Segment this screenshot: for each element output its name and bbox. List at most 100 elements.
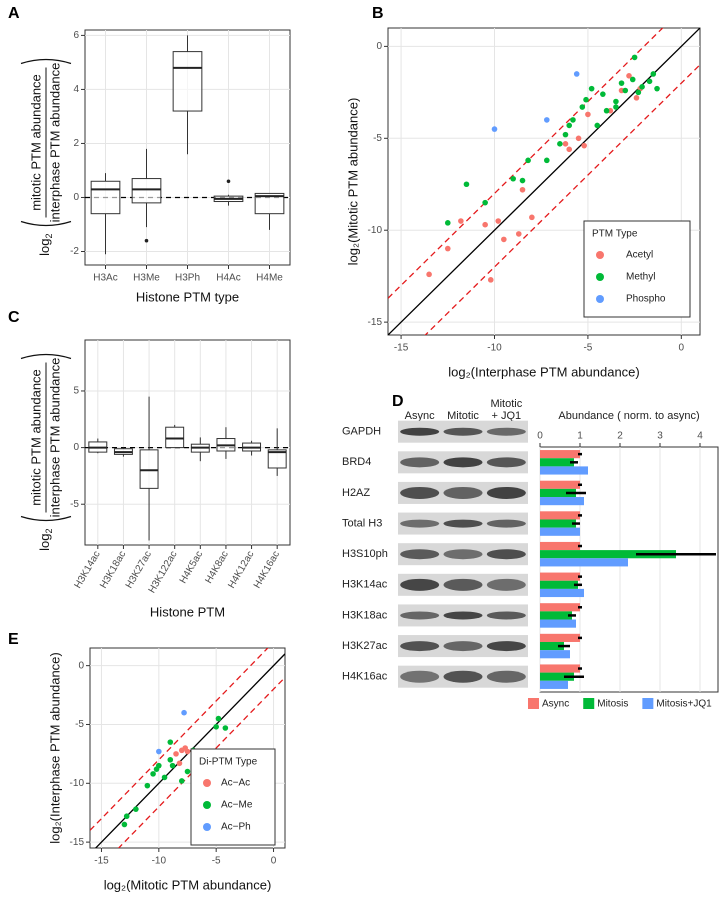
legend-swatch [596, 251, 604, 259]
blot-column-label: + JQ1 [492, 410, 522, 422]
point [156, 748, 162, 755]
point [562, 131, 569, 138]
x-tick-label: 3 [657, 431, 663, 442]
legend-label: Async [542, 699, 569, 710]
panel-label: D [392, 393, 404, 410]
blot-band [486, 641, 526, 652]
x-axis-title: Histone PTM [150, 604, 225, 619]
y-axis-title: log2 mitotic PTM abundance interphase PTM … [20, 353, 72, 551]
blot-row-label: H3S10ph [342, 548, 388, 560]
legend-swatch [528, 698, 539, 709]
bar [540, 466, 588, 475]
point [525, 157, 531, 164]
point [622, 87, 629, 94]
x-axis-title: Histone PTM type [136, 289, 239, 304]
point [579, 104, 586, 110]
point [583, 96, 589, 103]
point [633, 95, 640, 101]
point [639, 84, 645, 90]
box [165, 426, 185, 449]
blot-row-label: H3K18ac [342, 609, 388, 621]
reference-line [90, 648, 269, 831]
point [458, 218, 464, 224]
x-tick-label: -5 [583, 343, 592, 354]
point [585, 111, 591, 118]
log: log [37, 534, 52, 551]
bar [540, 558, 628, 567]
legend-label: Mitosis+JQ1 [656, 699, 712, 710]
legend-title: Di-PTM Type [199, 757, 258, 768]
blot-band [400, 519, 440, 528]
x-tick-label: 0 [271, 856, 277, 867]
blot-band [486, 578, 526, 591]
point [626, 72, 632, 79]
point [519, 186, 526, 193]
blot-band [443, 611, 483, 620]
blot-band [486, 611, 526, 620]
point [184, 748, 191, 755]
x-tick-label: H3Me [133, 273, 160, 284]
point [588, 85, 595, 92]
numerator: mitotic PTM abundance [28, 74, 43, 211]
y-axis-title: log2 mitotic PTM abundance interphase PTM … [20, 58, 72, 256]
log-base: 2 [44, 529, 54, 534]
blot-band [400, 457, 440, 468]
legend-label: Ac−Ph [221, 822, 251, 833]
y-tick-label: -10 [70, 778, 85, 789]
y-tick-label: -5 [70, 499, 79, 510]
point [123, 813, 130, 820]
point [176, 760, 183, 767]
legend-swatch [203, 801, 211, 809]
bar [540, 519, 576, 528]
blot-row-label: H3K27ac [342, 640, 388, 652]
blot-band [443, 486, 483, 499]
box [131, 178, 162, 204]
y-tick-label: 6 [73, 30, 79, 41]
y-tick-label: 2 [73, 138, 79, 149]
bar [540, 572, 580, 581]
x-tick-label: -10 [152, 856, 167, 867]
blot-band [486, 670, 526, 683]
y-axis-title-log: log2 [37, 234, 54, 256]
y-tick-label: -15 [70, 837, 85, 848]
point [562, 141, 569, 147]
bar [540, 650, 570, 659]
y-tick-label: 0 [78, 660, 84, 671]
y-tick-label: 4 [73, 84, 79, 95]
bar [540, 497, 584, 506]
x-tick-label: -15 [394, 343, 409, 354]
point [181, 709, 187, 716]
bar [540, 488, 576, 498]
blot-band [400, 578, 440, 591]
point [566, 122, 573, 129]
x-tick-label: H4Me [256, 273, 283, 284]
blot-band [486, 457, 526, 468]
chart-title: Abundance ( norm. to async) [558, 410, 699, 422]
box [254, 192, 285, 215]
legend-label: Methyl [626, 272, 655, 283]
point [167, 739, 174, 745]
point [515, 231, 522, 237]
legend-swatch [596, 295, 604, 303]
point [613, 98, 619, 105]
paren [20, 58, 72, 65]
denominator: interphase PTM abundance [47, 358, 62, 518]
point [510, 175, 516, 182]
outlier [226, 179, 231, 184]
legend-swatch [596, 273, 604, 281]
point [501, 236, 507, 243]
point [570, 117, 576, 123]
point [544, 157, 550, 164]
y-tick-label: -10 [368, 225, 383, 236]
legend-swatch [642, 698, 654, 709]
point [444, 220, 451, 226]
plot-panel [84, 339, 291, 546]
point [167, 756, 174, 763]
point [487, 277, 494, 283]
legend-swatch [583, 698, 595, 709]
reference-line [388, 28, 664, 299]
bar [540, 458, 574, 467]
x-tick-label: -5 [212, 856, 221, 867]
x-tick-label: 1 [577, 431, 583, 442]
